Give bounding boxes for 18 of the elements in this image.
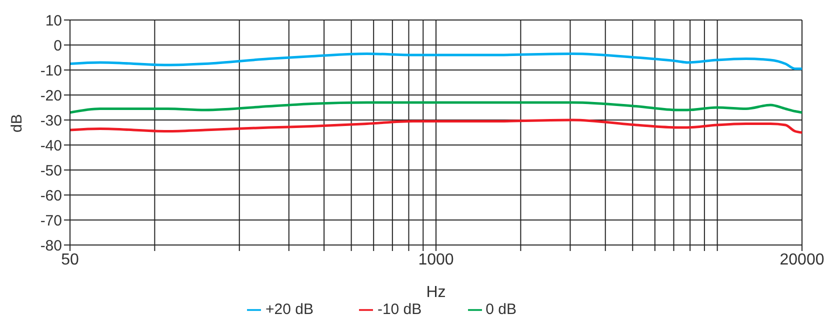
x-tick-label: 20000	[780, 251, 824, 268]
x-tick-label: 50	[61, 251, 79, 268]
y-axis-title: dB	[8, 114, 26, 132]
y-tick-label: -20	[40, 87, 62, 104]
legend-label: 0 dB	[486, 301, 517, 318]
y-tick-label: 0	[54, 37, 62, 54]
y-tick-label: 10	[45, 12, 62, 30]
y-tick-label: -60	[40, 187, 62, 204]
x-axis-title: Hz	[426, 284, 446, 301]
y-tick-label: -10	[40, 62, 62, 80]
legend-label: -10 dB	[377, 301, 422, 318]
legend-label: +20 dB	[265, 301, 314, 318]
y-tick-label: -80	[40, 237, 62, 254]
y-tick-label: -30	[40, 112, 62, 130]
x-tick-label: 1000	[418, 251, 454, 268]
y-tick-label: -40	[40, 137, 62, 154]
y-tick-label: -50	[40, 162, 62, 180]
y-tick-label: -70	[40, 212, 62, 230]
